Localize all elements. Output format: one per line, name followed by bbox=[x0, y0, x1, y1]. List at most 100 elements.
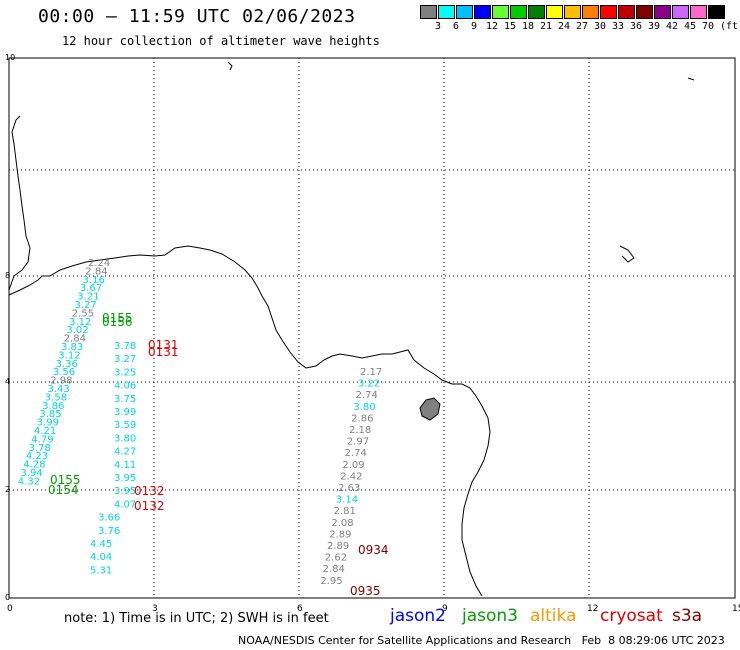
scale-swatch bbox=[492, 5, 509, 19]
swh-value: 2.86 bbox=[351, 413, 373, 424]
swh-value: 2.89 bbox=[327, 541, 349, 552]
swh-value: 3.95 bbox=[114, 486, 136, 497]
satellite-legend-altika: altika bbox=[530, 606, 577, 626]
scale-swatch bbox=[636, 5, 653, 19]
swh-value: 3.99 bbox=[37, 418, 59, 429]
footnote: note: 1) Time is in UTC; 2) SWH is in fe… bbox=[64, 611, 329, 626]
swh-value: 3.80 bbox=[114, 433, 136, 444]
scale-swatch bbox=[654, 5, 671, 19]
swh-measurements: 2.242.843.163.673.213.272.553.123.022.84… bbox=[18, 258, 382, 587]
scale-label: 3 bbox=[434, 21, 442, 32]
swh-value: 3.43 bbox=[48, 384, 70, 395]
x-tick-label: 12 bbox=[587, 604, 598, 614]
pass-time-label: 0132 bbox=[134, 484, 165, 498]
swh-value: 4.07 bbox=[114, 499, 136, 510]
scale-label: 15 bbox=[503, 21, 517, 32]
swh-value: 3.58 bbox=[45, 392, 67, 403]
scale-swatch bbox=[708, 5, 725, 19]
swh-value: 2.74 bbox=[345, 448, 367, 459]
swh-value: 3.94 bbox=[21, 468, 43, 479]
x-tick-label: 6 bbox=[297, 604, 303, 614]
swh-value: 3.75 bbox=[114, 394, 136, 405]
pass-time-label: 0155 bbox=[50, 473, 81, 487]
swh-value: 2.17 bbox=[360, 367, 382, 378]
swh-value: 4.04 bbox=[90, 552, 112, 563]
y-tick-label: 0 bbox=[5, 593, 10, 602]
y-tick-label: 10 bbox=[5, 53, 15, 62]
island-north bbox=[227, 61, 233, 71]
swh-value: 3.76 bbox=[98, 526, 120, 537]
scale-swatch bbox=[672, 5, 689, 19]
scale-swatch bbox=[600, 5, 617, 19]
lake-okeechobee bbox=[419, 397, 441, 421]
swh-value: 2.08 bbox=[331, 518, 353, 529]
scale-label: 36 bbox=[629, 21, 643, 32]
swh-value: 4.27 bbox=[114, 447, 136, 458]
island-east bbox=[619, 245, 635, 263]
swh-value: 4.28 bbox=[23, 460, 45, 471]
credit-line: NOAA/NESDIS Center for Satellite Applica… bbox=[238, 634, 725, 647]
swh-value: 3.27 bbox=[114, 354, 136, 365]
swh-value: 2.81 bbox=[334, 506, 356, 517]
swh-value: 2.95 bbox=[320, 576, 342, 587]
swh-value: 3.36 bbox=[56, 359, 78, 370]
scale-unit: (ft) bbox=[720, 21, 740, 32]
swh-value: 3.67 bbox=[80, 283, 102, 294]
coastline bbox=[8, 245, 491, 597]
plot-frame bbox=[8, 57, 736, 599]
swh-value: 4.23 bbox=[26, 451, 48, 462]
x-tick-label: 15 bbox=[732, 604, 740, 614]
scale-swatch bbox=[420, 5, 437, 19]
swh-value: 4.32 bbox=[18, 476, 40, 487]
scale-label: 6 bbox=[452, 21, 460, 32]
swh-value: 4.21 bbox=[34, 426, 56, 437]
scale-swatch bbox=[564, 5, 581, 19]
y-tick-label: 4 bbox=[5, 377, 10, 386]
swh-value: 3.14 bbox=[336, 495, 358, 506]
scale-swatch bbox=[582, 5, 599, 19]
swh-value: 2.55 bbox=[72, 308, 94, 319]
x-tick-label: 9 bbox=[442, 604, 448, 614]
swh-value: 2.74 bbox=[356, 390, 378, 401]
swh-value: 2.84 bbox=[323, 564, 345, 575]
satellite-legend-cryosat: cryosat bbox=[600, 606, 663, 626]
swh-value: 3.02 bbox=[66, 325, 88, 336]
swh-value: 2.84 bbox=[85, 266, 107, 277]
swh-value: 4.45 bbox=[90, 539, 112, 550]
scale-label: 30 bbox=[593, 21, 607, 32]
scale-swatch bbox=[438, 5, 455, 19]
scale-label: 24 bbox=[557, 21, 571, 32]
scale-label: 70 bbox=[701, 21, 715, 32]
swh-value: 3.27 bbox=[75, 300, 97, 311]
lat-lon-grid: 0 3 6 9 12 15 10 8 4 2 0 bbox=[5, 53, 740, 614]
swh-value: 3.86 bbox=[42, 401, 64, 412]
island-tiny bbox=[687, 77, 695, 81]
swh-value: 4.11 bbox=[114, 460, 136, 471]
scale-swatch bbox=[618, 5, 635, 19]
swh-value: 2.89 bbox=[329, 529, 351, 540]
swh-value: 3.59 bbox=[114, 420, 136, 431]
scale-label: 39 bbox=[647, 21, 661, 32]
swh-value: 2.84 bbox=[64, 334, 86, 345]
swh-value: 2.97 bbox=[347, 437, 369, 448]
swh-value: 2.24 bbox=[88, 258, 110, 269]
swh-value: 5.31 bbox=[90, 565, 112, 576]
swh-value: 3.95 bbox=[114, 473, 136, 484]
swh-value: 3.80 bbox=[353, 402, 375, 413]
swh-value: 3.16 bbox=[83, 275, 105, 286]
scale-swatch bbox=[546, 5, 563, 19]
swh-value: 3.25 bbox=[114, 367, 136, 378]
satellite-legend-jason2: jason2 bbox=[390, 606, 446, 626]
swh-value: 4.06 bbox=[114, 381, 136, 392]
swh-value: 2.09 bbox=[342, 460, 364, 471]
swh-value: 3.78 bbox=[114, 341, 136, 352]
y-tick-label: 2 bbox=[5, 485, 10, 494]
scale-label: 21 bbox=[539, 21, 553, 32]
y-tick-label: 8 bbox=[5, 271, 10, 280]
scale-label: 27 bbox=[575, 21, 589, 32]
swh-value: 2.98 bbox=[50, 376, 72, 387]
swh-value: 3.12 bbox=[69, 317, 91, 328]
coastline-north-inlet bbox=[8, 115, 31, 291]
